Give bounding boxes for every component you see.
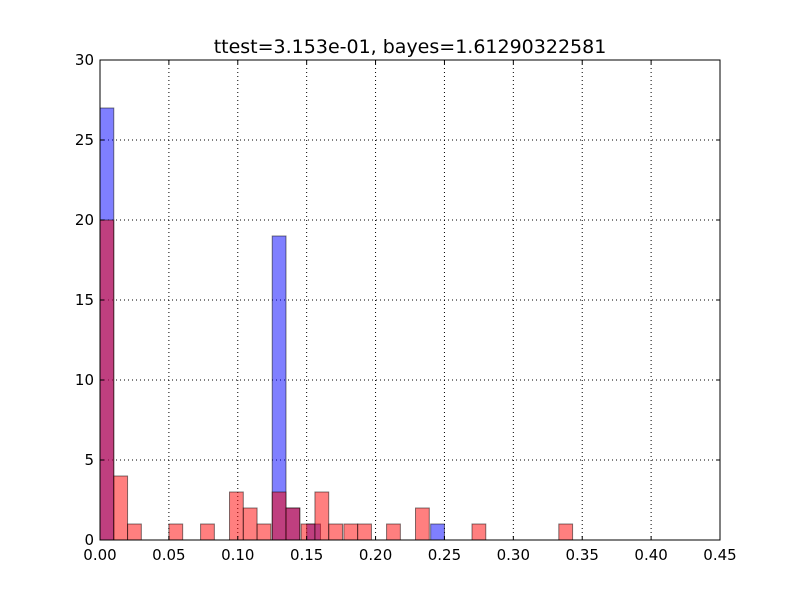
x-tick-label: 0.10 [221, 546, 254, 564]
y-tick-label: 10 [75, 371, 94, 389]
x-tick-label: 0.05 [152, 546, 185, 564]
histogram-bar-series-2 [343, 523, 359, 541]
y-tick-label: 15 [75, 291, 94, 309]
histogram-bar-series-2 [471, 523, 487, 541]
x-tick-labels: 0.00 0.05 0.10 0.15 0.20 0.25 0.30 0.35 0.40 0.45 [83, 546, 736, 564]
histogram-bar-series-1 [430, 523, 445, 541]
y-tick-label: 30 [75, 51, 94, 69]
grid-lines [100, 60, 720, 540]
y-tick-label: 25 [75, 131, 94, 149]
y-tick-label: 20 [75, 211, 94, 229]
x-tick-label: 0.00 [83, 546, 116, 564]
x-tick-label: 0.45 [703, 546, 736, 564]
y-tick-label: 5 [84, 451, 94, 469]
histogram-bar-series-2 [285, 507, 301, 541]
x-tick-label: 0.35 [566, 546, 599, 564]
histogram-bar-series-2 [300, 523, 316, 541]
x-tick-label: 0.20 [359, 546, 392, 564]
histogram-bar-series-2 [200, 523, 215, 541]
histogram-bar-series-2 [113, 475, 129, 541]
histogram-bar-series-2 [256, 523, 272, 541]
chart-title: ttest=3.153e-01, bayes=1.61290322581 [214, 36, 607, 58]
axis-ticks [99, 59, 721, 541]
histogram-bar-series-2 [229, 491, 244, 541]
histogram-bar-series-2 [328, 523, 343, 541]
histogram-bar-series-2 [386, 523, 401, 541]
histogram-bar-series-2 [558, 523, 574, 541]
y-tick-label: 0 [84, 531, 94, 549]
x-tick-label: 0.15 [290, 546, 323, 564]
histogram-bar-series-2 [271, 491, 287, 541]
x-tick-label: 0.30 [497, 546, 530, 564]
histogram-bar-series-2 [168, 523, 184, 541]
histogram-bar-series-2 [127, 523, 142, 541]
histogram-bar-series-2 [314, 491, 330, 541]
x-tick-label: 0.25 [428, 546, 461, 564]
y-tick-labels: 0 5 10 15 20 25 30 [75, 51, 94, 549]
histogram-bar-series-2 [415, 507, 430, 541]
histogram-bar-series-2 [242, 507, 258, 541]
histogram-bar-series-2 [357, 523, 372, 541]
x-tick-label: 0.40 [634, 546, 667, 564]
